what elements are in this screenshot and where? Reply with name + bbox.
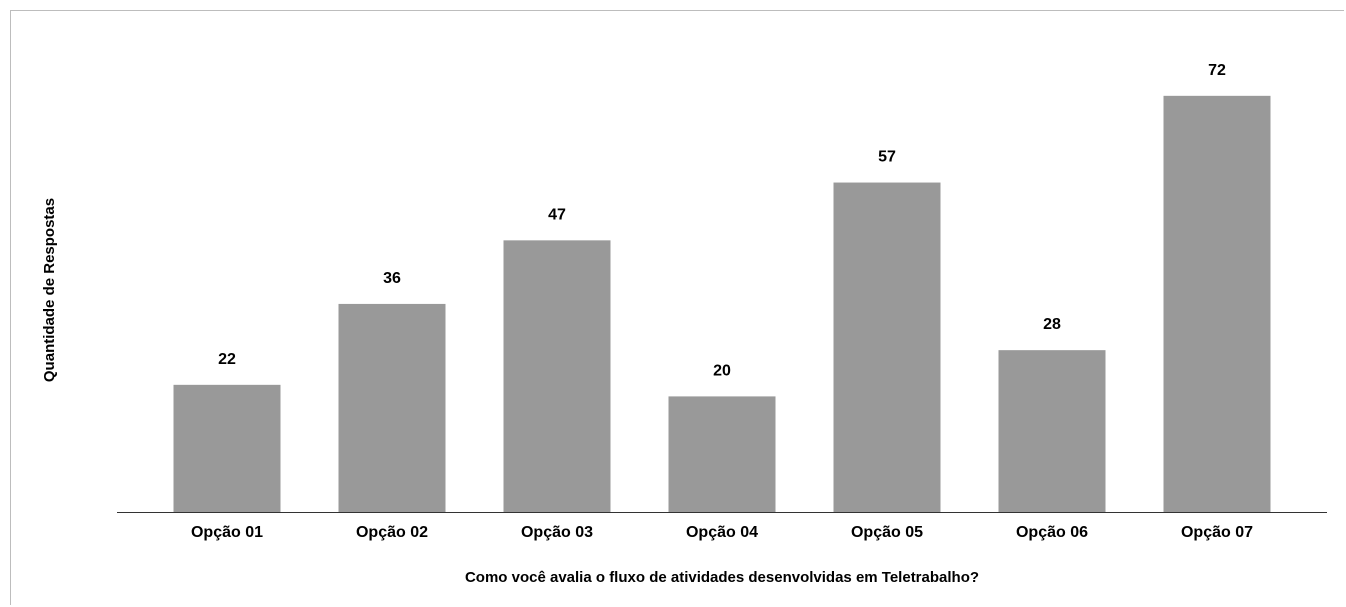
- x-tick-label-3: Opção 03: [521, 524, 593, 541]
- data-labels-group: 22 36 47 20 57 28 72: [218, 62, 1226, 380]
- data-label-4: 20: [713, 362, 731, 379]
- bar-3: [503, 240, 611, 512]
- bars-group: [173, 95, 1271, 513]
- bar-4: [668, 396, 776, 512]
- x-axis-title: Como você avalia o fluxo de atividades d…: [465, 569, 979, 586]
- data-label-5: 57: [878, 149, 896, 166]
- x-tick-label-2: Opção 02: [356, 524, 428, 541]
- x-tick-label-7: Opção 07: [1181, 524, 1253, 541]
- data-label-2: 36: [383, 270, 401, 287]
- x-tick-labels-group: Opção 01 Opção 02 Opção 03 Opção 04 Opção 05…: [191, 524, 1253, 541]
- x-tick-label-5: Opção 05: [851, 524, 923, 541]
- bar-1: [173, 384, 281, 512]
- bar-7: [1163, 95, 1271, 512]
- x-tick-label-1: Opção 01: [191, 524, 263, 541]
- data-label-1: 22: [218, 351, 236, 368]
- data-label-3: 47: [548, 206, 566, 223]
- bar-5: [833, 182, 941, 513]
- data-label-7: 72: [1208, 62, 1226, 79]
- x-tick-label-4: Opção 04: [686, 524, 758, 541]
- bar-6: [998, 350, 1106, 512]
- bar-2: [338, 303, 446, 512]
- y-axis-title: Quantidade de Respostas: [41, 198, 58, 382]
- data-label-6: 28: [1043, 316, 1061, 333]
- x-tick-label-6: Opção 06: [1016, 524, 1088, 541]
